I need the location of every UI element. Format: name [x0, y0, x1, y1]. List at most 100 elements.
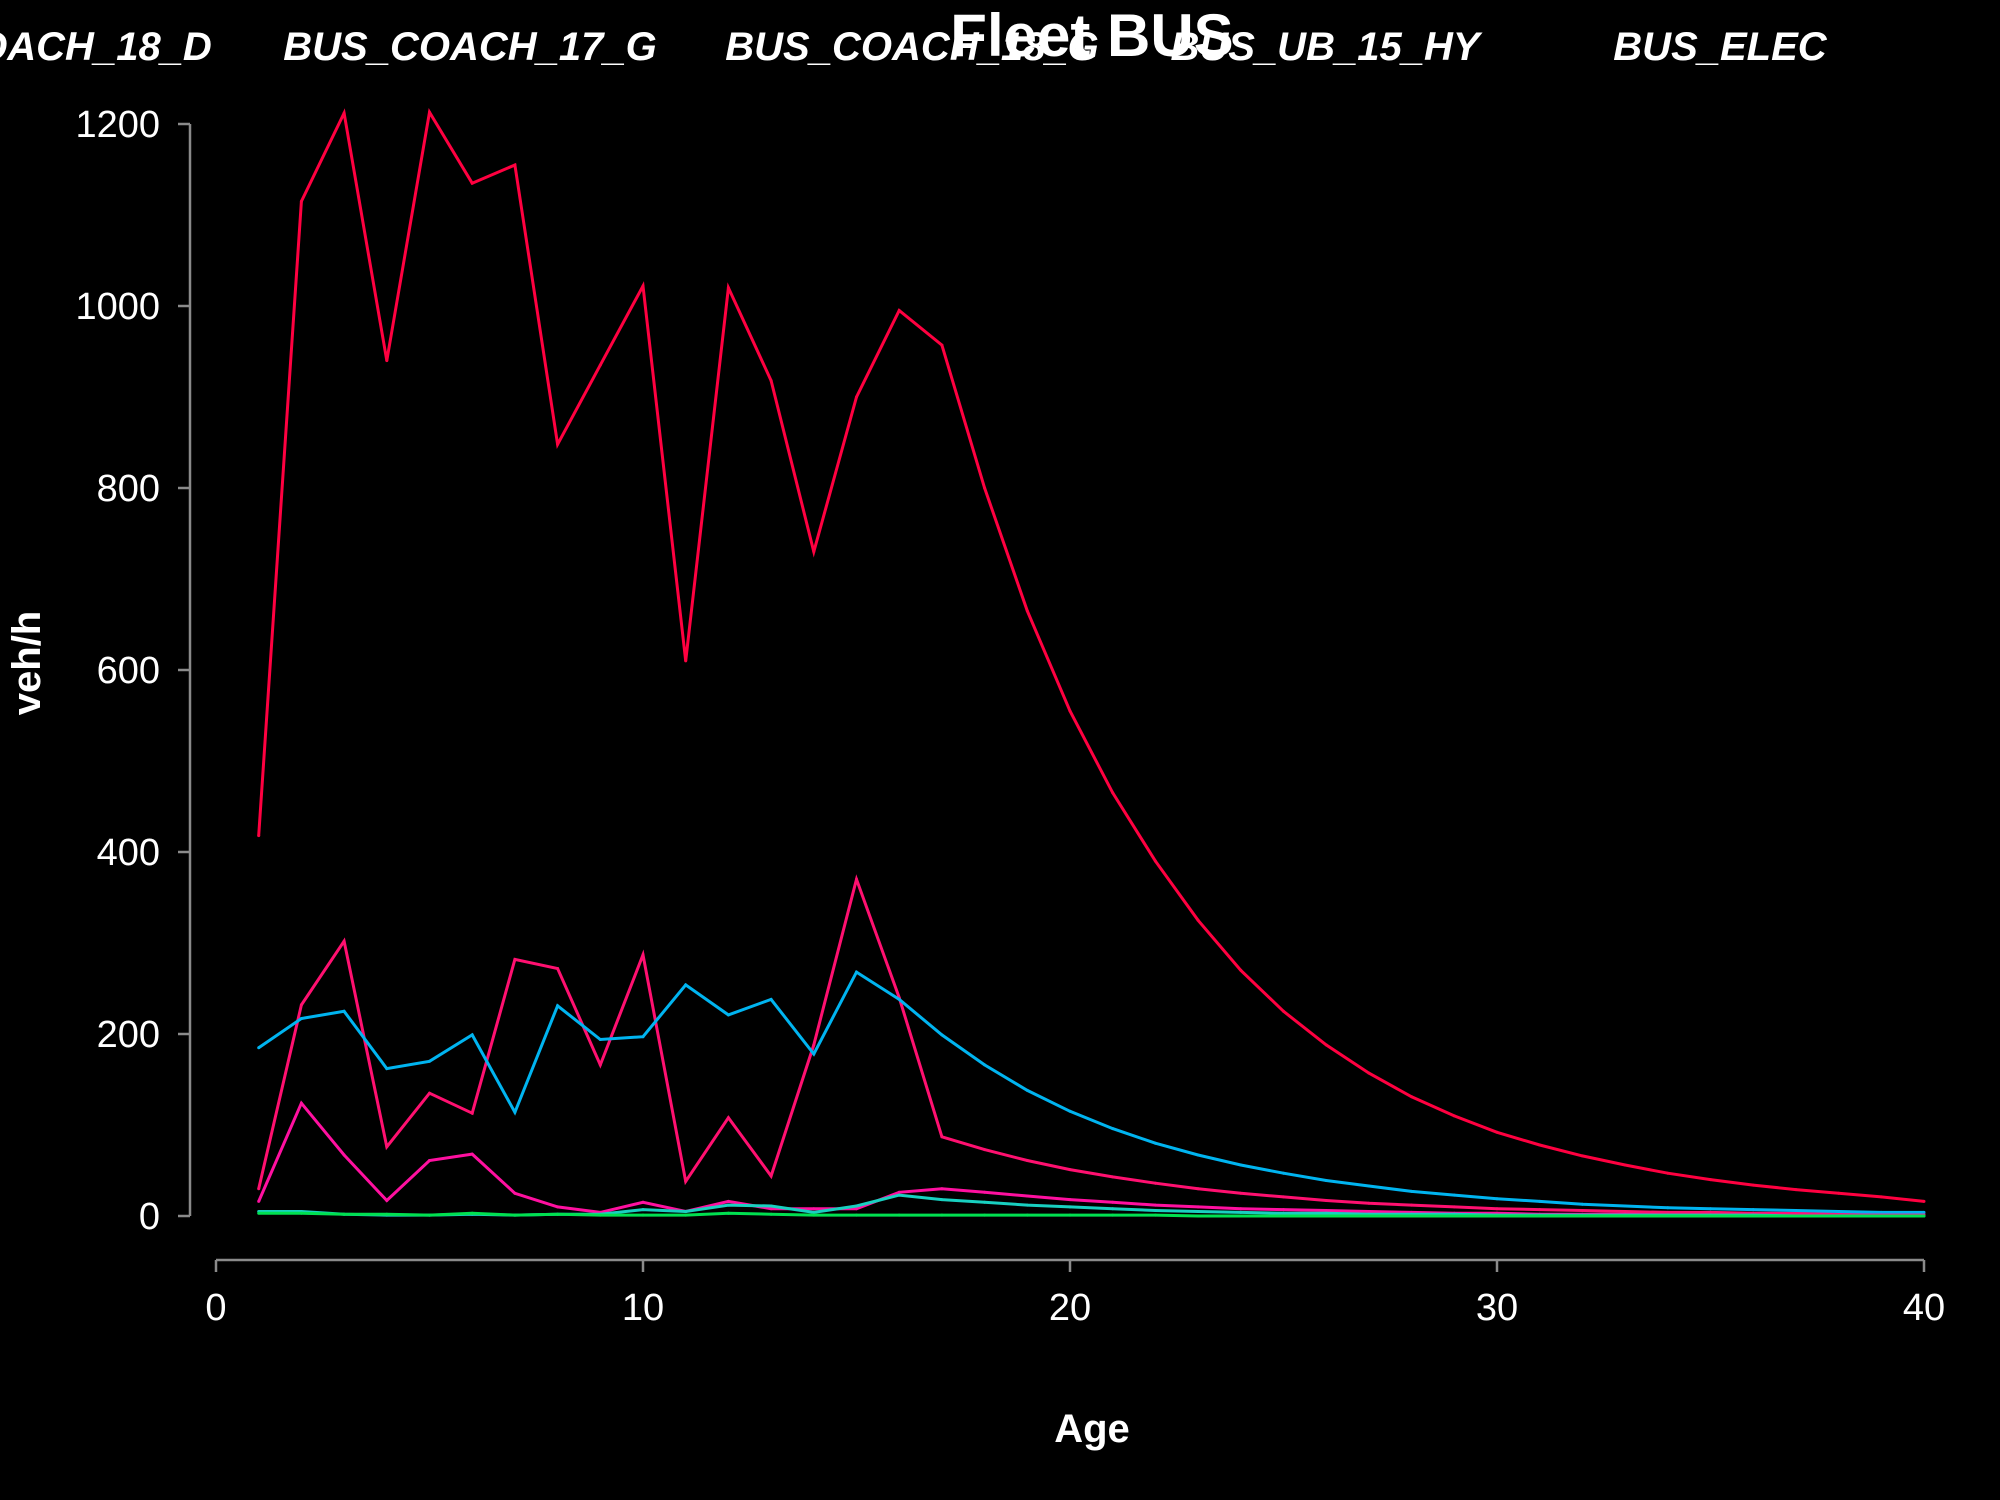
data-point — [812, 1210, 816, 1214]
data-point — [1580, 1202, 1584, 1206]
data-point — [812, 1207, 816, 1211]
data-point — [1837, 1191, 1841, 1195]
data-point — [1111, 1200, 1115, 1204]
data-point — [1495, 1130, 1499, 1134]
y-tick-label: 1200 — [75, 104, 160, 146]
data-point — [940, 1135, 944, 1139]
x-tick-label: 40 — [1903, 1287, 1945, 1329]
data-point — [1367, 1210, 1371, 1213]
data-point — [983, 1190, 987, 1194]
data-point — [983, 1200, 987, 1204]
data-point — [299, 1101, 303, 1105]
data-point — [855, 970, 858, 974]
data-point — [1153, 1181, 1157, 1185]
data-point — [1196, 1187, 1200, 1191]
data-point — [1709, 1214, 1712, 1218]
legend-entry: BUS_COACH_17_G — [283, 25, 656, 69]
data-point — [1196, 918, 1200, 922]
data-point — [1410, 1189, 1414, 1193]
data-point — [1922, 1199, 1926, 1203]
data-point — [769, 379, 773, 383]
data-point — [513, 1191, 517, 1195]
data-point — [1068, 1205, 1072, 1209]
data-point — [641, 953, 645, 957]
data-point — [470, 1152, 474, 1156]
data-point — [1367, 1071, 1371, 1075]
data-point — [812, 1043, 816, 1047]
data-point — [684, 983, 688, 987]
data-point — [257, 1046, 261, 1050]
series-line — [258, 1211, 1924, 1218]
data-point — [1282, 1009, 1285, 1013]
data-point — [1282, 1211, 1285, 1215]
series-line — [257, 107, 1925, 1203]
data-point — [1324, 1199, 1328, 1202]
data-point — [641, 1208, 645, 1212]
data-point — [1282, 1195, 1285, 1199]
data-point — [1495, 1207, 1499, 1211]
data-point — [1879, 1210, 1883, 1214]
data-point — [1922, 1214, 1926, 1218]
data-point — [598, 363, 602, 367]
data-point — [641, 1035, 645, 1039]
y-tick-label: 800 — [97, 468, 160, 510]
data-point — [1794, 1188, 1798, 1192]
data-point — [1666, 1214, 1670, 1218]
data-point — [1111, 1213, 1115, 1217]
data-point — [812, 1052, 816, 1056]
x-tick-label: 20 — [1049, 1287, 1091, 1329]
y-tick-label: 1000 — [75, 286, 160, 328]
data-point — [299, 1017, 303, 1020]
data-point — [1239, 1214, 1243, 1218]
data-point — [1623, 1204, 1627, 1208]
data-point — [1709, 1210, 1712, 1214]
data-point — [1282, 1208, 1285, 1212]
data-point — [598, 1063, 602, 1067]
series-line — [257, 874, 1924, 1216]
data-point — [1025, 1159, 1029, 1162]
data-point — [470, 1211, 474, 1215]
data-point — [1068, 1109, 1072, 1113]
series-6 — [257, 1211, 1926, 1218]
data-point — [726, 1013, 730, 1017]
data-point — [1794, 1209, 1798, 1212]
data-point — [556, 967, 560, 970]
legend: OACH_18_D BUS_COACH_17_G BUS_COACH_18_G BUS… — [0, 25, 1828, 69]
data-point — [1324, 1043, 1328, 1047]
data-point — [897, 1190, 901, 1194]
x-axis: 0 10 20 30 40 — [205, 1258, 1945, 1329]
data-point — [428, 1213, 431, 1217]
data-point — [513, 957, 517, 961]
data-point — [940, 1033, 944, 1037]
data-point — [684, 1179, 688, 1183]
data-point — [556, 1212, 560, 1216]
data-point — [1410, 1095, 1414, 1099]
data-point — [1239, 1207, 1243, 1211]
data-point — [1367, 1184, 1371, 1188]
data-point — [1580, 1154, 1584, 1158]
data-point — [1666, 1206, 1670, 1210]
data-point — [1282, 1214, 1285, 1218]
data-point — [641, 284, 645, 288]
data-point — [1794, 1214, 1798, 1218]
data-point — [983, 1148, 987, 1152]
chart-title: Fleet BUS — [950, 2, 1233, 69]
data-point — [1324, 1211, 1328, 1215]
data-point — [897, 309, 901, 312]
data-point — [257, 1211, 261, 1215]
legend-entry: OACH_18_D — [0, 25, 212, 69]
data-point — [1538, 1214, 1542, 1218]
data-point — [1538, 1143, 1542, 1147]
data-point — [1111, 1207, 1115, 1211]
data-point — [342, 939, 346, 943]
data-point — [684, 1213, 688, 1217]
data-point — [342, 1153, 346, 1157]
data-point — [385, 1199, 389, 1202]
legend-entry: BUS_UB_15_HY — [1170, 25, 1482, 69]
data-point — [1239, 968, 1243, 972]
data-point — [641, 1200, 645, 1204]
data-point — [1153, 1203, 1157, 1207]
data-point — [1068, 1198, 1072, 1202]
data-point — [1068, 709, 1072, 713]
